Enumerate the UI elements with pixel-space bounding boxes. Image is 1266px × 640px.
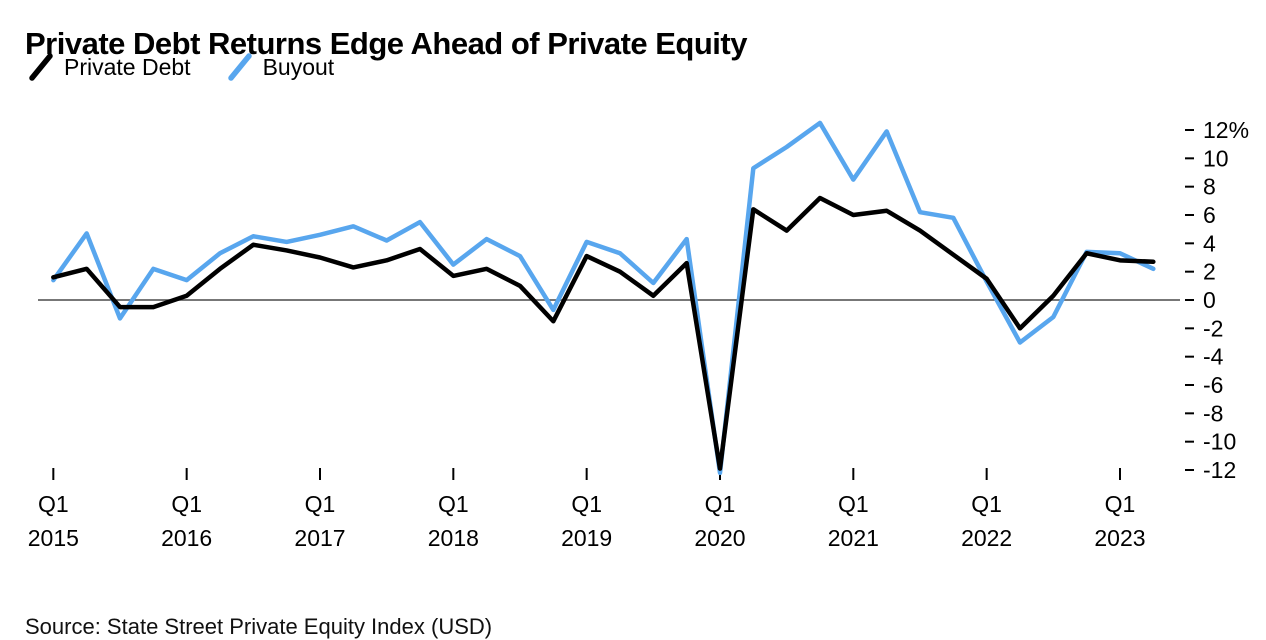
- x-axis-label-quarter: Q1: [705, 491, 736, 517]
- legend-label-buyout: Buyout: [262, 53, 335, 80]
- chart-title: Private Debt Returns Edge Ahead of Priva…: [25, 25, 747, 61]
- x-axis-label-year: 2021: [828, 525, 879, 551]
- x-axis-label-year: 2016: [161, 525, 212, 551]
- y-axis-label: 12%: [1203, 117, 1249, 143]
- y-axis-label: -12: [1203, 457, 1236, 483]
- x-axis-label-year: 2018: [428, 525, 479, 551]
- y-axis-label: 0: [1203, 287, 1216, 313]
- y-axis-label: -10: [1203, 429, 1236, 455]
- y-axis-label: 2: [1203, 259, 1216, 285]
- y-axis-label: -4: [1203, 344, 1224, 370]
- x-axis-label-year: 2017: [294, 525, 345, 551]
- x-axis-label-year: 2019: [561, 525, 612, 551]
- y-axis-label: -6: [1203, 372, 1223, 398]
- legend: Private Debt Buyout: [28, 52, 334, 82]
- legend-item-buyout: Buyout: [227, 52, 335, 82]
- y-axis-label: 8: [1203, 174, 1216, 200]
- x-axis-label-quarter: Q1: [305, 491, 336, 517]
- y-axis-label: 4: [1203, 230, 1216, 256]
- buyout-line: [51, 120, 1156, 476]
- x-axis-label-year: 2020: [694, 525, 745, 551]
- y-axis-label: -2: [1203, 315, 1223, 341]
- x-axis-label-quarter: Q1: [1105, 491, 1136, 517]
- private-debt-line: [51, 195, 1156, 471]
- x-axis-label-quarter: Q1: [438, 491, 469, 517]
- x-axis-label-year: 2023: [1094, 525, 1145, 551]
- y-axis-label: 10: [1203, 145, 1229, 171]
- x-axis-label-quarter: Q1: [838, 491, 869, 517]
- buyout-slash-icon: [227, 53, 252, 81]
- x-axis-label-year: 2022: [961, 525, 1012, 551]
- legend-item-private-debt: Private Debt: [28, 52, 191, 82]
- legend-label-private-debt: Private Debt: [64, 53, 191, 80]
- source-note: Source: State Street Private Equity Inde…: [25, 614, 493, 639]
- x-axis-label-quarter: Q1: [171, 491, 202, 517]
- x-axis-label-year: 2015: [28, 525, 79, 551]
- private-debt-slash-icon: [29, 53, 53, 81]
- y-axis-label: 6: [1203, 202, 1216, 228]
- x-axis-label-quarter: Q1: [971, 491, 1002, 517]
- y-axis-label: -8: [1203, 400, 1223, 426]
- x-axis-label-quarter: Q1: [38, 491, 69, 517]
- x-axis-label-quarter: Q1: [571, 491, 602, 517]
